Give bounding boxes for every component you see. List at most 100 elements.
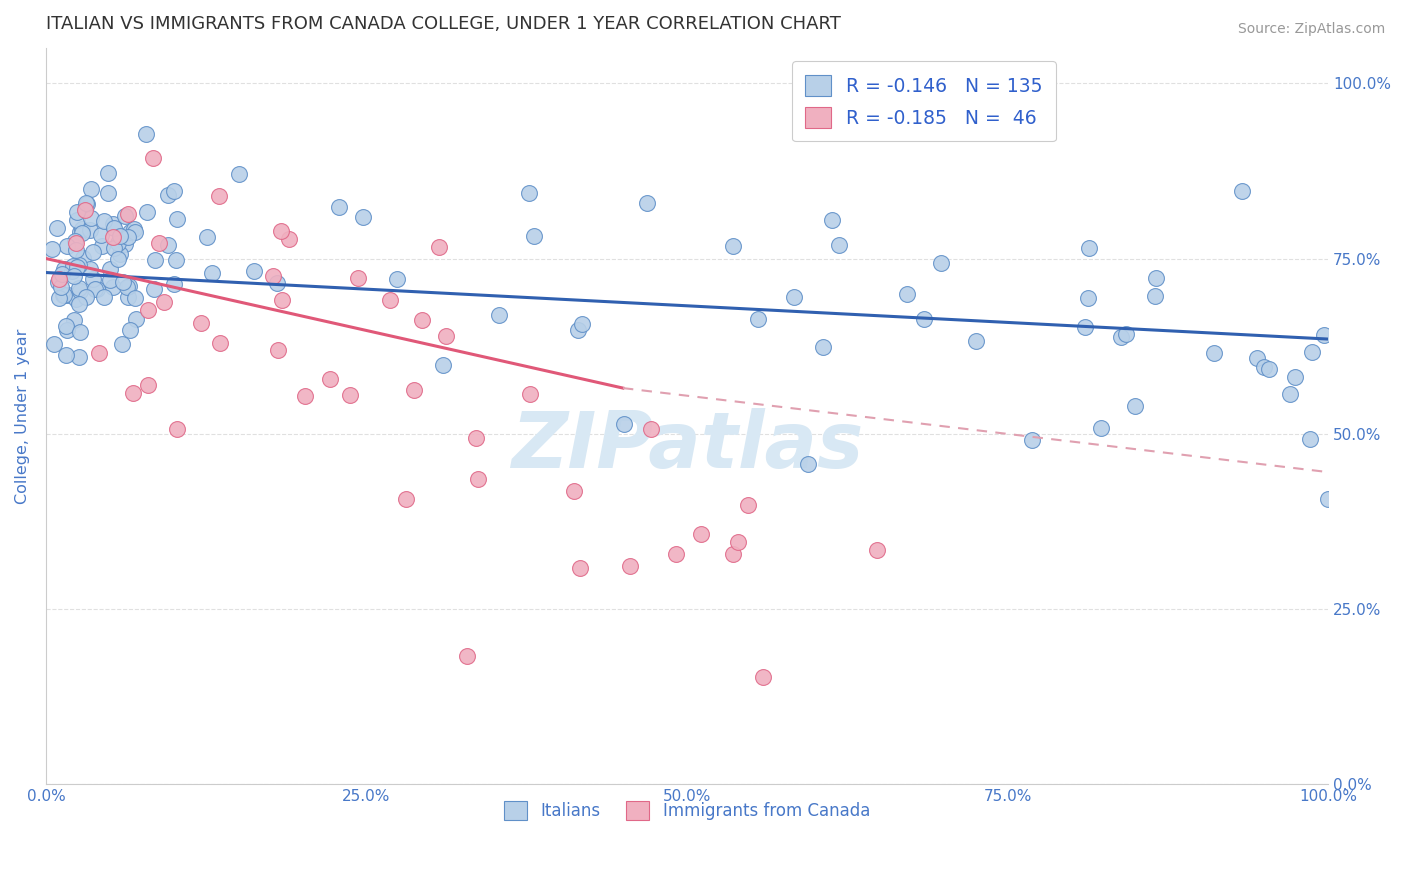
Point	[467, 471, 489, 485]
Point	[165, 253, 187, 268]
Point	[55, 348, 77, 362]
Point	[51, 267, 73, 281]
Point	[208, 336, 231, 351]
Point	[821, 213, 844, 227]
Point	[200, 266, 222, 280]
Point	[294, 389, 316, 403]
Point	[117, 290, 139, 304]
Point	[76, 196, 98, 211]
Point	[1230, 184, 1253, 198]
Point	[619, 559, 641, 574]
Point	[1246, 351, 1268, 365]
Point	[118, 279, 141, 293]
Point	[427, 240, 450, 254]
Point	[73, 203, 96, 218]
Point	[70, 222, 93, 236]
Point	[162, 184, 184, 198]
Point	[114, 237, 136, 252]
Point	[55, 238, 77, 252]
Point	[1284, 369, 1306, 384]
Point	[1202, 346, 1225, 360]
Point	[523, 229, 546, 244]
Point	[69, 284, 91, 298]
Point	[519, 387, 541, 401]
Point	[567, 324, 589, 338]
Point	[96, 186, 118, 200]
Point	[91, 239, 114, 253]
Point	[689, 526, 711, 541]
Point	[243, 264, 266, 278]
Point	[69, 225, 91, 239]
Point	[636, 195, 658, 210]
Point	[432, 358, 454, 372]
Point	[67, 281, 90, 295]
Point	[46, 275, 69, 289]
Point	[811, 340, 834, 354]
Point	[328, 200, 350, 214]
Point	[665, 547, 688, 561]
Point	[67, 297, 90, 311]
Point	[339, 388, 361, 402]
Point	[103, 220, 125, 235]
Point	[65, 243, 87, 257]
Point	[1316, 491, 1339, 506]
Point	[156, 237, 179, 252]
Point	[66, 260, 89, 274]
Point	[385, 272, 408, 286]
Point	[352, 210, 374, 224]
Point	[912, 312, 935, 326]
Point	[517, 186, 540, 201]
Point	[70, 226, 93, 240]
Point	[1090, 421, 1112, 435]
Point	[1278, 387, 1301, 401]
Point	[747, 312, 769, 326]
Point	[640, 422, 662, 436]
Point	[66, 205, 89, 219]
Point	[79, 262, 101, 277]
Point	[727, 535, 749, 549]
Point	[613, 417, 636, 431]
Point	[152, 294, 174, 309]
Point	[270, 224, 292, 238]
Point	[86, 283, 108, 297]
Point	[737, 498, 759, 512]
Text: ZIPatlas: ZIPatlas	[510, 408, 863, 483]
Point	[1313, 327, 1336, 342]
Point	[45, 221, 67, 235]
Point	[866, 543, 889, 558]
Point	[488, 308, 510, 322]
Point	[124, 222, 146, 236]
Point	[80, 182, 103, 196]
Point	[562, 484, 585, 499]
Point	[569, 560, 592, 574]
Point	[55, 323, 77, 337]
Point	[51, 288, 73, 302]
Point	[52, 262, 75, 277]
Point	[108, 247, 131, 261]
Point	[1078, 241, 1101, 255]
Point	[90, 228, 112, 243]
Point	[456, 648, 478, 663]
Point	[41, 242, 63, 256]
Point	[65, 236, 87, 251]
Point	[124, 291, 146, 305]
Point	[83, 282, 105, 296]
Point	[52, 287, 75, 301]
Point	[118, 323, 141, 337]
Point	[723, 239, 745, 253]
Point	[136, 377, 159, 392]
Point	[117, 229, 139, 244]
Point	[1143, 289, 1166, 303]
Legend: Italians, Immigrants from Canada: Italians, Immigrants from Canada	[498, 794, 876, 827]
Point	[148, 235, 170, 250]
Point	[107, 236, 129, 251]
Point	[402, 383, 425, 397]
Point	[80, 211, 103, 226]
Point	[1299, 432, 1322, 446]
Point	[571, 318, 593, 332]
Point	[228, 167, 250, 181]
Point	[48, 292, 70, 306]
Point	[1074, 319, 1097, 334]
Point	[66, 213, 89, 227]
Point	[115, 280, 138, 294]
